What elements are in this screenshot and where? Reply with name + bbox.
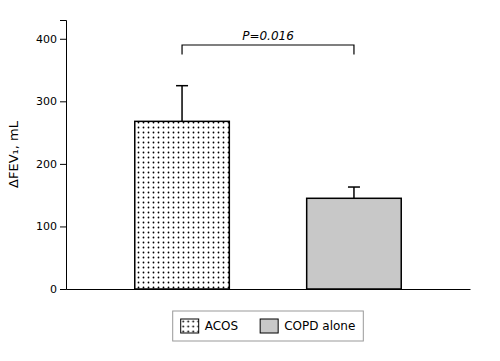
chart: 0 100 200 300 400 ΔFEV₁, mL P=0.016 ACOS COPD al… xyxy=(0,0,500,361)
y-axis-title: ΔFEV₁, mL xyxy=(6,120,21,188)
error-bar-stem xyxy=(353,187,355,198)
x-axis xyxy=(67,289,471,290)
y-tick-label: 100 xyxy=(36,220,57,233)
legend-swatch xyxy=(260,319,278,333)
annotations: P=0.016 xyxy=(182,29,354,54)
legend-frame xyxy=(173,311,364,341)
y-tick-mark xyxy=(60,289,66,290)
y-axis-line xyxy=(60,21,67,290)
y-axis: 0 100 200 300 400 xyxy=(36,21,67,297)
y-tick-mark xyxy=(60,39,66,40)
y-tick: 100 xyxy=(36,220,66,233)
bar xyxy=(307,198,402,289)
y-tick-label: 400 xyxy=(36,33,57,46)
y-tick: 400 xyxy=(36,33,66,46)
legend-label: ACOS xyxy=(205,319,238,333)
error-bar xyxy=(176,86,188,122)
legend-item: COPD alone xyxy=(260,319,355,333)
y-tick: 300 xyxy=(36,95,66,108)
error-bar-cap xyxy=(348,186,360,188)
legend-swatch xyxy=(181,319,199,333)
y-tick-label: 300 xyxy=(36,95,57,108)
error-bar-cap xyxy=(176,85,188,87)
y-tick: 0 xyxy=(50,283,66,296)
significance-bracket xyxy=(182,45,354,54)
y-tick: 200 xyxy=(36,158,66,171)
y-tick-label: 200 xyxy=(36,158,57,171)
bar xyxy=(135,121,230,289)
error-bar-stem xyxy=(181,86,183,122)
legend-item: ACOS xyxy=(181,319,238,333)
plot: 0 100 200 300 400 ΔFEV₁, mL P=0.016 xyxy=(6,21,471,297)
annotation-text: P=0.016 xyxy=(242,29,294,43)
y-tick-label: 0 xyxy=(50,283,57,296)
x-axis-line xyxy=(67,289,471,290)
y-tick-mark xyxy=(60,101,66,102)
legend-label: COPD alone xyxy=(284,319,355,333)
error-bar xyxy=(348,187,360,198)
y-tick-mark xyxy=(60,226,66,227)
y-tick-mark xyxy=(60,164,66,165)
marks xyxy=(135,86,401,289)
legend: ACOS COPD alone xyxy=(173,311,364,341)
